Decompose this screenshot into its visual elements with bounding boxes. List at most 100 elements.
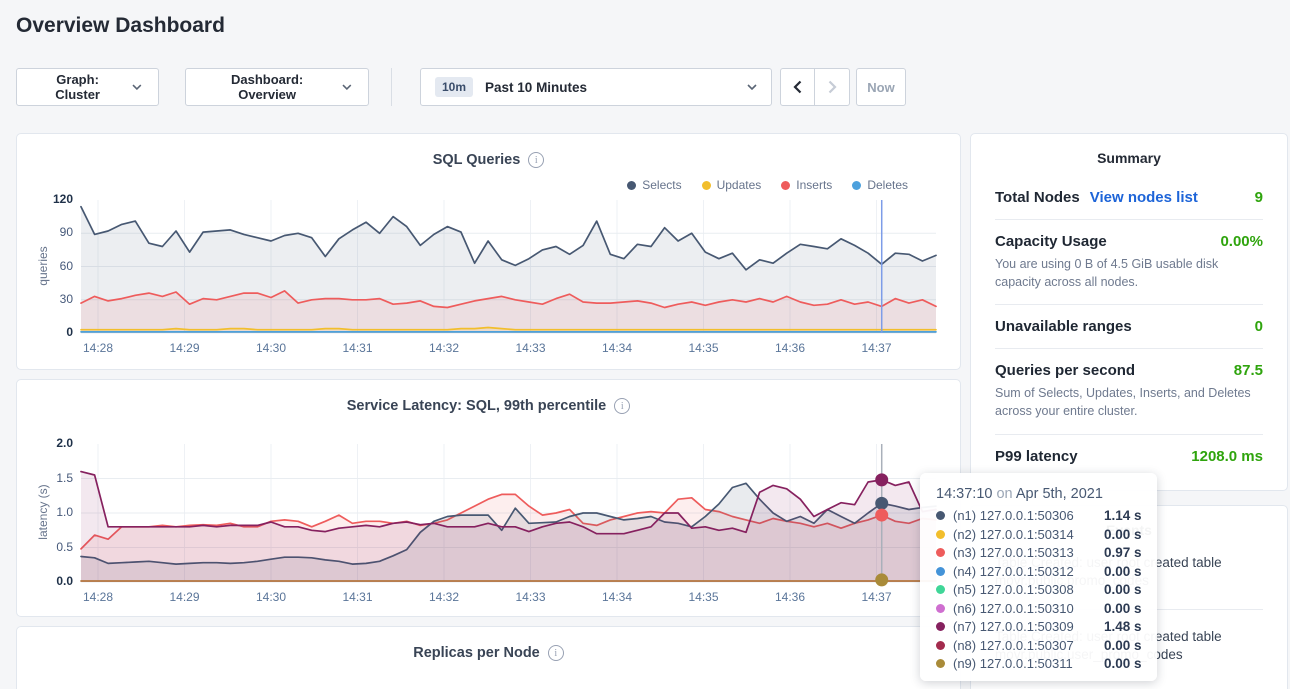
x-tick-label: 14:37: [845, 590, 909, 604]
summary-value: 0.00%: [1220, 233, 1263, 250]
chart-tooltip: 14:37:10 on Apr 5th, 2021 (n1) 127.0.0.1…: [920, 473, 1157, 681]
y-tick-label: 0: [21, 325, 73, 339]
legend-dot-icon: [702, 181, 711, 190]
info-icon[interactable]: [614, 398, 630, 414]
x-tick-label: 14:28: [66, 341, 130, 355]
tooltip-row: (n2) 127.0.0.1:503140.00 s: [936, 527, 1143, 542]
node-color-dot-icon: [936, 604, 945, 613]
legend-dot-icon: [852, 181, 861, 190]
replicas-per-node-panel: Replicas per Node: [16, 626, 961, 689]
overview-dashboard-page: Overview Dashboard Graph: Cluster Dashbo…: [0, 0, 1290, 689]
node-color-dot-icon: [936, 548, 945, 557]
summary-label: Queries per second: [995, 362, 1135, 379]
summary-row-capacity-usage: Capacity Usage 0.00% You are using 0 B o…: [995, 220, 1263, 305]
tooltip-node-value: 0.00 s: [1104, 638, 1142, 653]
x-tick-label: 14:33: [499, 590, 563, 604]
tooltip-node-value: 1.48 s: [1104, 619, 1142, 634]
view-nodes-list-link[interactable]: View nodes list: [1090, 189, 1198, 206]
y-tick-label: 2.0: [21, 436, 73, 450]
summary-title: Summary: [995, 150, 1263, 166]
node-color-dot-icon: [936, 530, 945, 539]
sql-queries-panel: SQL Queries Selects Updates Inserts Deletes…: [16, 133, 961, 370]
y-axis-label: latency (s): [36, 462, 50, 562]
tooltip-timestamp: 14:37:10 on Apr 5th, 2021: [936, 486, 1143, 502]
summary-label: Capacity Usage: [995, 233, 1107, 250]
summary-row-unavailable-ranges: Unavailable ranges 0: [995, 305, 1263, 349]
chart-title-replicas-per-node: Replicas per Node: [413, 645, 540, 661]
x-tick-label: 14:29: [153, 341, 217, 355]
x-tick-label: 14:30: [239, 590, 303, 604]
tooltip-row: (n9) 127.0.0.1:503110.00 s: [936, 656, 1143, 671]
legend-label: Selects: [642, 178, 681, 192]
node-color-dot-icon: [936, 659, 945, 668]
chevron-left-icon: [793, 80, 802, 94]
tooltip-row: (n4) 127.0.0.1:503120.00 s: [936, 564, 1143, 579]
time-step-buttons: [780, 68, 850, 106]
tooltip-node-address: (n2) 127.0.0.1:50314: [953, 527, 1096, 542]
info-icon[interactable]: [548, 645, 564, 661]
legend-item-deletes[interactable]: Deletes: [852, 178, 908, 192]
tooltip-row: (n5) 127.0.0.1:50308 0.00 s: [936, 582, 1143, 597]
graph-dropdown-label: Graph: Cluster: [33, 72, 122, 102]
chart-title-sql-queries: SQL Queries: [433, 152, 521, 168]
legend-dot-icon: [627, 181, 636, 190]
tooltip-node-value: 0.00 s: [1104, 582, 1142, 597]
x-tick-label: 14:32: [412, 590, 476, 604]
tooltip-row: (n7) 127.0.0.1:50309 1.48 s: [936, 619, 1143, 634]
now-button[interactable]: Now: [856, 68, 906, 106]
x-tick-label: 14:36: [758, 341, 822, 355]
dashboard-dropdown[interactable]: Dashboard: Overview: [185, 68, 369, 106]
chart-title-service-latency: Service Latency: SQL, 99th percentile: [347, 398, 607, 414]
tooltip-node-address: (n4) 127.0.0.1:50312: [953, 564, 1096, 579]
y-tick-label: 0.0: [21, 574, 73, 588]
legend-item-updates[interactable]: Updates: [702, 178, 762, 192]
summary-value: 9: [1255, 189, 1263, 206]
x-tick-label: 14:34: [585, 341, 649, 355]
sql-queries-legend: Selects Updates Inserts Deletes: [627, 178, 908, 192]
tooltip-node-address: (n8) 127.0.0.1:50307: [953, 638, 1096, 653]
y-tick-label: 120: [21, 192, 73, 206]
summary-label: P99 latency: [995, 448, 1078, 465]
x-tick-label: 14:31: [326, 341, 390, 355]
x-tick-label: 14:34: [585, 590, 649, 604]
tooltip-node-address: (n9) 127.0.0.1:50311: [953, 656, 1096, 671]
tooltip-node-address: (n3) 127.0.0.1:50313: [953, 545, 1096, 560]
node-color-dot-icon: [936, 511, 945, 520]
y-axis-label: queries: [36, 216, 50, 316]
service-latency-plot[interactable]: [81, 444, 936, 582]
graph-dropdown[interactable]: Graph: Cluster: [16, 68, 159, 106]
tooltip-node-value: 1.14 s: [1104, 508, 1142, 523]
summary-subtext: You are using 0 B of 4.5 GiB usable disk…: [995, 255, 1263, 291]
legend-item-selects[interactable]: Selects: [627, 178, 681, 192]
tooltip-node-value: 0.97 s: [1104, 545, 1142, 560]
tooltip-node-address: (n7) 127.0.0.1:50309: [953, 619, 1096, 634]
x-tick-label: 14:32: [412, 341, 476, 355]
node-color-dot-icon: [936, 585, 945, 594]
summary-subtext: Sum of Selects, Updates, Inserts, and De…: [995, 384, 1263, 420]
summary-label: Unavailable ranges: [995, 318, 1132, 335]
summary-row-queries-per-second: Queries per second 87.5 Sum of Selects, …: [995, 349, 1263, 434]
time-forward-button[interactable]: [815, 68, 850, 106]
tooltip-node-address: (n6) 127.0.0.1:50310: [953, 601, 1096, 616]
x-tick-label: 14:37: [845, 341, 909, 355]
summary-value: 87.5: [1234, 362, 1263, 379]
x-tick-label: 14:36: [758, 590, 822, 604]
chevron-down-icon: [342, 84, 352, 90]
summary-row-total-nodes: Total Nodes View nodes list 9: [995, 176, 1263, 220]
dashboard-dropdown-label: Dashboard: Overview: [202, 72, 332, 102]
controls-divider: [391, 68, 392, 106]
time-range-picker[interactable]: 10m Past 10 Minutes: [420, 68, 772, 106]
x-tick-label: 14:30: [239, 341, 303, 355]
legend-item-inserts[interactable]: Inserts: [781, 178, 832, 192]
tooltip-row: (n3) 127.0.0.1:50313 0.97 s: [936, 545, 1143, 560]
info-icon[interactable]: [528, 152, 544, 168]
tooltip-rows: (n1) 127.0.0.1:503061.14 s(n2) 127.0.0.1…: [936, 508, 1143, 671]
node-color-dot-icon: [936, 622, 945, 631]
tooltip-node-address: (n5) 127.0.0.1:50308: [953, 582, 1096, 597]
tooltip-row: (n8) 127.0.0.1:50307 0.00 s: [936, 638, 1143, 653]
time-range-label: Past 10 Minutes: [485, 80, 735, 95]
time-back-button[interactable]: [780, 68, 815, 106]
legend-label: Deletes: [867, 178, 908, 192]
sql-queries-plot[interactable]: [81, 200, 936, 333]
summary-row-p99-latency: P99 latency 1208.0 ms: [995, 435, 1263, 478]
